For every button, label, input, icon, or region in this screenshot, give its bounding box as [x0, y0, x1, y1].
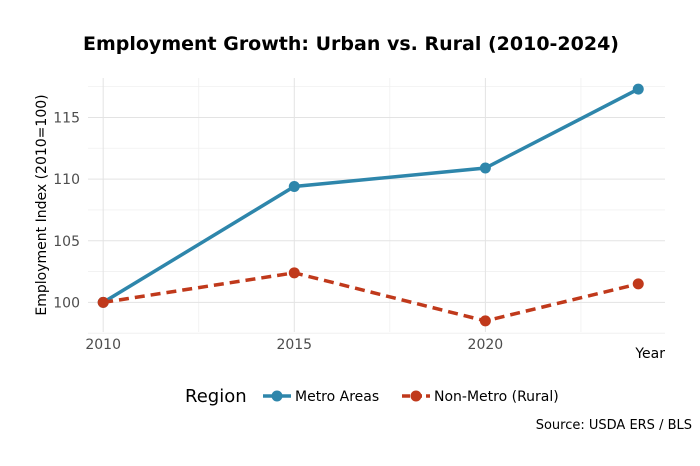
- x-axis-label: Year: [634, 346, 665, 362]
- data-point-metro: [479, 162, 491, 174]
- y-tick-label: 115: [53, 110, 80, 126]
- data-point-rural: [479, 315, 491, 327]
- data-point-metro: [632, 83, 644, 95]
- y-tick-label: 100: [53, 295, 80, 311]
- data-point-rural: [97, 296, 109, 308]
- data-point-rural: [632, 278, 644, 290]
- series-line-rural: [102, 271, 639, 323]
- legend-label: Non-Metro (Rural): [434, 389, 559, 405]
- x-tick-label: 2020: [468, 337, 504, 353]
- legend-label: Metro Areas: [295, 389, 379, 405]
- legend-key-point: [271, 390, 283, 402]
- legend-title: Region: [185, 386, 247, 407]
- series-line-metro: [102, 87, 640, 304]
- legend-key-point: [410, 390, 422, 402]
- y-tick-label: 110: [53, 172, 80, 188]
- data-point-rural: [288, 267, 300, 279]
- data-point-metro: [288, 181, 300, 193]
- y-axis-label: Employment Index (2010=100): [34, 94, 50, 315]
- caption: Source: USDA ERS / BLS: [536, 418, 692, 433]
- y-tick-label: 105: [53, 234, 80, 250]
- x-tick-label: 2010: [85, 337, 121, 353]
- x-tick-label: 2015: [276, 337, 312, 353]
- chart-title: Employment Growth: Urban vs. Rural (2010…: [83, 33, 619, 55]
